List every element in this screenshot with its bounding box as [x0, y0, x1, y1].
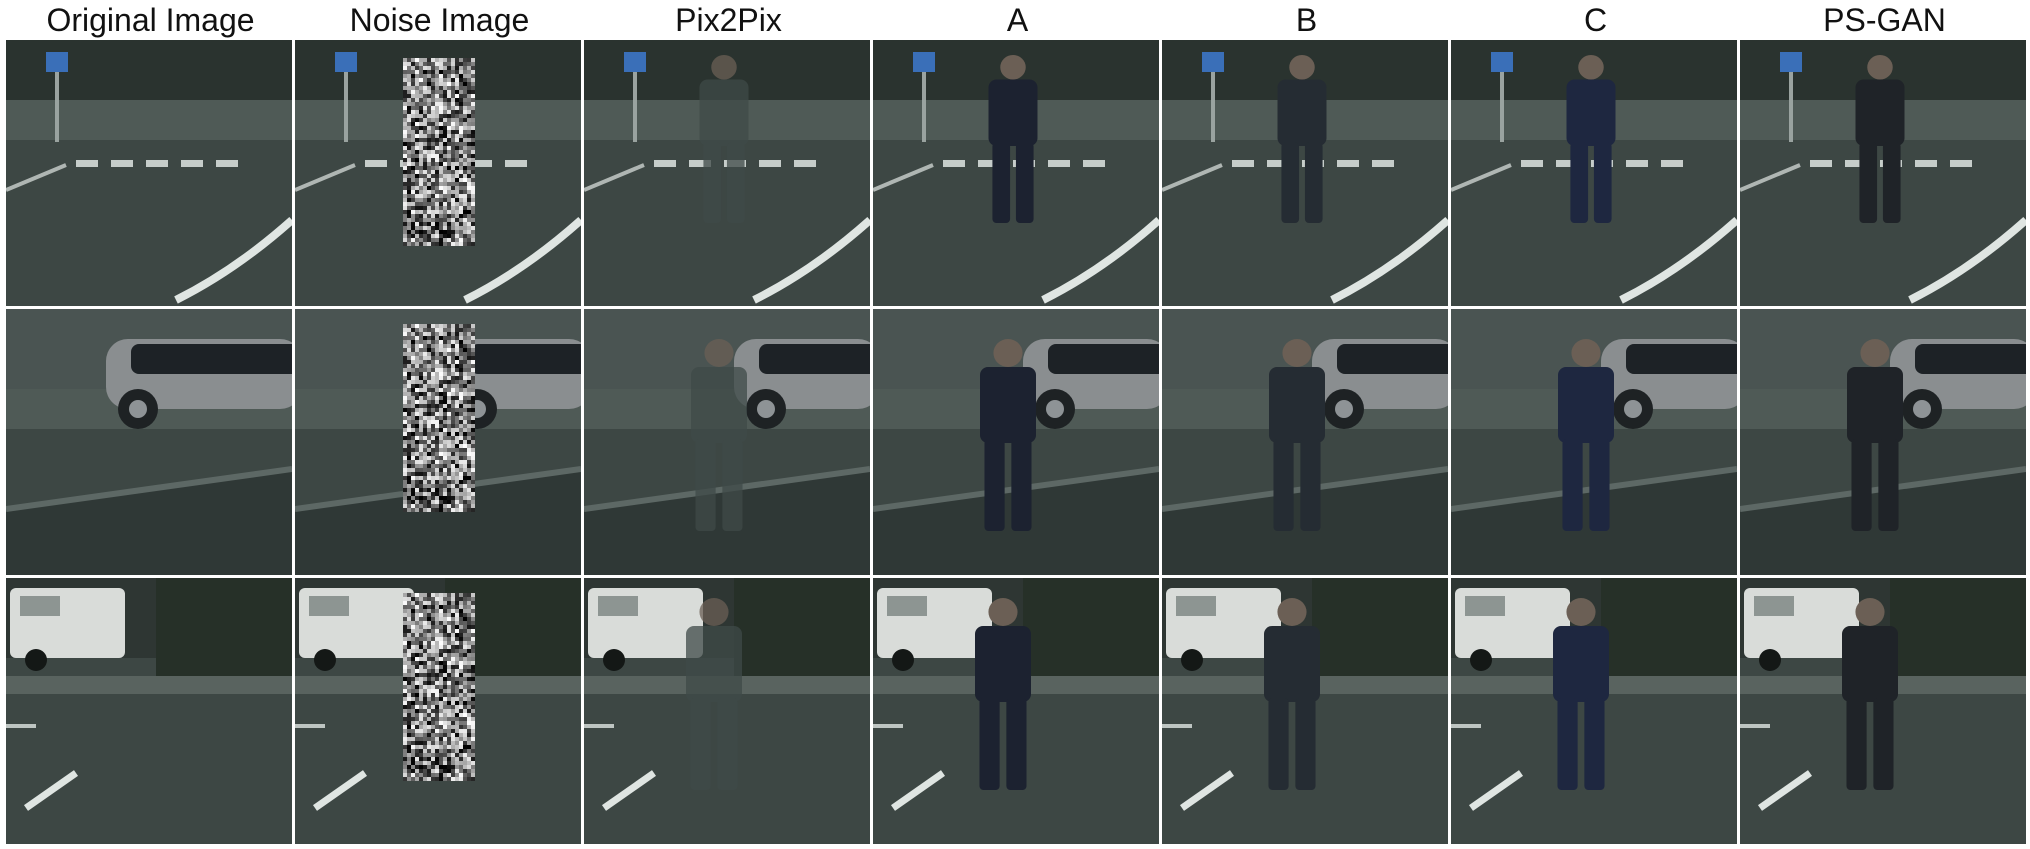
- tile-drawing: [1451, 578, 1737, 844]
- noise-patch: [403, 58, 475, 246]
- tile-drawing: [1162, 309, 1448, 575]
- tile-drawing: [295, 578, 581, 844]
- pedestrian-figure: [1855, 55, 1905, 223]
- tile-noise-crosswalk-curve: [295, 40, 581, 306]
- header-noise-image: Noise Image: [349, 2, 530, 38]
- tile-a-crosswalk-curve: [873, 40, 1159, 306]
- tile-drawing: [295, 40, 581, 306]
- pedestrian-figure: [1553, 598, 1609, 790]
- van: [1744, 588, 1859, 671]
- tile-drawing: [584, 40, 870, 306]
- tile-drawing: [1451, 40, 1737, 306]
- tile-drawing: [584, 578, 870, 844]
- pedestrian-figure: [691, 339, 747, 531]
- tile-drawing: [1740, 40, 2026, 306]
- tile-pix2pix-crosswalk-curve: [584, 40, 870, 306]
- car: [1890, 339, 2026, 429]
- pedestrian-figure: [975, 598, 1031, 790]
- tile-drawing: [6, 578, 292, 844]
- tile-noise-white-van: [295, 578, 581, 844]
- car: [734, 339, 870, 429]
- tile-drawing: [1740, 309, 2026, 575]
- header-pix2pix: Pix2Pix: [675, 2, 782, 38]
- pedestrian-figure: [1269, 339, 1325, 531]
- tile-psgan-silver-car: [1740, 309, 2026, 575]
- tile-pix2pix-white-van: [584, 578, 870, 844]
- tile-drawing: [1451, 309, 1737, 575]
- car: [1312, 339, 1448, 429]
- header-a: A: [1006, 2, 1029, 38]
- image-grid: [6, 40, 2026, 844]
- noise-patch: [403, 593, 475, 781]
- pedestrian-figure: [1847, 339, 1903, 531]
- header-ps-gan: PS-GAN: [1823, 2, 1946, 38]
- car: [1601, 339, 1737, 429]
- tile-c-silver-car: [1451, 309, 1737, 575]
- tile-drawing: [1162, 578, 1448, 844]
- tile-original-silver-car: [6, 309, 292, 575]
- tile-psgan-white-van: [1740, 578, 2026, 844]
- tile-a-silver-car: [873, 309, 1159, 575]
- pedestrian-figure: [686, 598, 742, 790]
- tile-drawing: [6, 40, 292, 306]
- pedestrian-figure: [1842, 598, 1898, 790]
- van: [1166, 588, 1281, 671]
- tile-drawing: [873, 40, 1159, 306]
- column-headers: Original Image Noise Image Pix2Pix A B C…: [0, 0, 2030, 40]
- pedestrian-figure: [1277, 55, 1327, 223]
- car: [106, 339, 292, 429]
- tile-noise-silver-car: [295, 309, 581, 575]
- tile-original-white-van: [6, 578, 292, 844]
- tile-drawing: [873, 578, 1159, 844]
- van: [10, 588, 125, 671]
- tile-drawing: [1740, 578, 2026, 844]
- van: [1455, 588, 1570, 671]
- tile-a-white-van: [873, 578, 1159, 844]
- pedestrian-figure: [699, 55, 749, 223]
- tile-b-silver-car: [1162, 309, 1448, 575]
- tile-drawing: [584, 309, 870, 575]
- tile-pix2pix-silver-car: [584, 309, 870, 575]
- tile-b-white-van: [1162, 578, 1448, 844]
- tile-drawing: [295, 309, 581, 575]
- pedestrian-figure: [980, 339, 1036, 531]
- car: [1023, 339, 1159, 429]
- tile-c-white-van: [1451, 578, 1737, 844]
- van: [299, 588, 414, 671]
- tile-c-crosswalk-curve: [1451, 40, 1737, 306]
- van: [588, 588, 703, 671]
- tile-drawing: [873, 309, 1159, 575]
- pedestrian-figure: [988, 55, 1038, 223]
- tile-drawing: [6, 309, 292, 575]
- pedestrian-figure: [1264, 598, 1320, 790]
- noise-patch: [403, 324, 475, 512]
- van: [877, 588, 992, 671]
- tile-original-crosswalk-curve: [6, 40, 292, 306]
- header-original-image: Original Image: [46, 2, 255, 38]
- pedestrian-figure: [1566, 55, 1616, 223]
- tile-b-crosswalk-curve: [1162, 40, 1448, 306]
- pedestrian-figure: [1558, 339, 1614, 531]
- header-b: B: [1295, 2, 1318, 38]
- tile-drawing: [1162, 40, 1448, 306]
- tile-psgan-crosswalk-curve: [1740, 40, 2026, 306]
- header-c: C: [1583, 2, 1608, 38]
